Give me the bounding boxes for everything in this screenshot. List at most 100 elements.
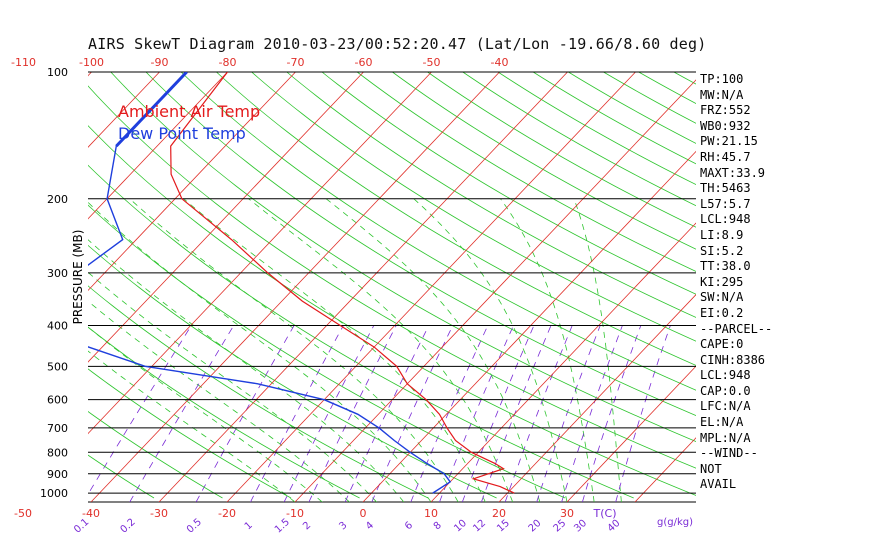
mixing-ratio-tick-label: 4 xyxy=(364,520,376,532)
dry-adiabat-line xyxy=(0,72,17,498)
index-item: MPL:N/A xyxy=(700,430,751,445)
isotherm-line xyxy=(88,72,296,292)
index-item: SW:N/A xyxy=(700,290,744,305)
mixing-ratio-tick-label: 20 xyxy=(527,518,544,535)
mixing-ratio-line xyxy=(561,325,623,502)
mixing-ratio-line xyxy=(582,325,642,502)
mixing-ratio-tick-label: 12 xyxy=(471,518,488,535)
dry-adiabat-line xyxy=(568,72,696,144)
mixing-ratio-line xyxy=(504,325,573,502)
dry-adiabat-line xyxy=(532,72,696,165)
isotherm-line xyxy=(566,365,696,502)
mixing-ratio-line xyxy=(250,325,344,502)
index-item: PW:21.15 xyxy=(700,134,758,149)
dry-adiabat-line xyxy=(286,72,696,318)
bottom-temp-tick-label: 10 xyxy=(424,507,438,520)
index-item: KI:295 xyxy=(700,274,744,289)
dry-adiabat-line xyxy=(251,72,696,342)
pressure-tick-label: 700 xyxy=(47,422,68,435)
index-item: SI:5.2 xyxy=(700,243,744,258)
isotherm-line xyxy=(88,72,364,363)
dry-adiabat-line xyxy=(88,368,292,499)
index-item: MW:N/A xyxy=(700,87,744,102)
moist-adiabat-line xyxy=(325,198,541,502)
top-temp-tick-label: -90 xyxy=(151,56,169,69)
index-item: --WIND-- xyxy=(700,446,758,461)
dew-point-upper-segment xyxy=(115,72,188,148)
isotherm-line xyxy=(158,72,568,502)
top-temp-tick-label: -70 xyxy=(287,56,305,69)
mixing-ratio-tick-label: 0.5 xyxy=(185,517,204,536)
index-item: NOT xyxy=(700,461,722,476)
mixing-ratio-tick-label: 1 xyxy=(243,520,255,532)
index-item: LFC:N/A xyxy=(700,399,751,414)
dry-adiabat-line xyxy=(497,72,696,186)
index-item: TT:38.0 xyxy=(700,259,751,274)
moist-adiabat-line xyxy=(413,198,568,502)
dry-adiabat-line xyxy=(145,72,696,417)
pressure-tick-label: 300 xyxy=(47,267,68,280)
mixing-ratio-line xyxy=(129,325,235,502)
moist-adiabat-line xyxy=(88,326,323,502)
index-item: CAPE:0 xyxy=(700,337,744,352)
moist-adiabat-line xyxy=(248,198,513,502)
mixing-ratio-line xyxy=(344,325,430,502)
mixing-ratio-line xyxy=(461,325,535,502)
moist-adiabat-line xyxy=(88,201,432,502)
bottom-temp-tick-label: 0 xyxy=(360,507,367,520)
bottom-temp-tick-label: -50 xyxy=(14,507,32,520)
index-item: WB0:932 xyxy=(700,118,751,133)
dry-adiabat-line xyxy=(850,72,870,498)
isotherm-line xyxy=(498,294,696,502)
dry-adiabat-line xyxy=(321,72,696,295)
chart-title: AIRS SkewT Diagram 2010-03-23/00:52:20.4… xyxy=(88,35,707,53)
bottom-temp-tick-label: -20 xyxy=(218,507,236,520)
top-temp-tick-label: -100 xyxy=(79,56,104,69)
index-item: TP:100 xyxy=(700,72,744,86)
pressure-tick-label: 200 xyxy=(47,193,68,206)
pressure-tick-label: 400 xyxy=(47,320,68,333)
mixing-ratio-tick-label: 15 xyxy=(495,518,512,535)
mixing-ratio-tick-label: 0.2 xyxy=(119,517,138,536)
air-temp-line xyxy=(170,72,515,494)
mixing-ratio-line xyxy=(371,325,454,502)
isotherm-line xyxy=(90,72,500,502)
index-item: AVAIL xyxy=(700,477,737,492)
index-item: EL:N/A xyxy=(700,415,744,430)
moist-adiabat-line xyxy=(88,239,405,502)
top-temp-tick-label: -110 xyxy=(11,56,36,69)
moist-adiabat-line xyxy=(183,198,486,502)
mixing-ratio-line xyxy=(410,325,489,502)
pressure-tick-label: 1000 xyxy=(40,487,68,500)
mixing-ratio-tick-label: 6 xyxy=(403,520,415,532)
dry-adiabat-line xyxy=(180,72,696,391)
dry-adiabat-line xyxy=(356,72,696,272)
top-temp-tick-label: -60 xyxy=(355,56,373,69)
index-item: L57:5.7 xyxy=(700,196,751,211)
pressure-tick-label: 100 xyxy=(47,66,68,79)
bottom-temp-tick-label: 30 xyxy=(560,507,574,520)
mixing-ratio-line xyxy=(88,325,192,496)
top-temp-tick-label: -80 xyxy=(219,56,237,69)
dry-adiabat-line xyxy=(88,285,429,499)
dry-adiabat-line xyxy=(392,72,696,250)
bottom-temp-tick-label: -30 xyxy=(150,507,168,520)
mixing-ratio-tick-label: 40 xyxy=(606,518,623,535)
isotherm-line xyxy=(0,72,24,502)
index-item: CINH:8386 xyxy=(700,352,766,367)
isotherm-line xyxy=(88,72,160,148)
isotherm-line xyxy=(88,72,432,435)
mixing-ratio-tick-label: 3 xyxy=(337,520,349,532)
index-item: LI:8.9 xyxy=(700,227,744,242)
dry-adiabat-line xyxy=(780,72,870,498)
dry-adiabat-line xyxy=(88,85,696,469)
mixing-ratio-line xyxy=(536,325,601,502)
mixing-ratio-line xyxy=(308,325,397,502)
index-item: RH:45.7 xyxy=(700,149,751,164)
mixing-ratio-line xyxy=(439,325,514,502)
dry-adiabat-line xyxy=(88,204,566,499)
index-item: CAP:0.0 xyxy=(700,383,751,398)
mixing-ratio-tick-label: 30 xyxy=(572,518,589,535)
top-temp-tick-label: -50 xyxy=(423,56,441,69)
index-item: LCL:948 xyxy=(700,368,751,383)
